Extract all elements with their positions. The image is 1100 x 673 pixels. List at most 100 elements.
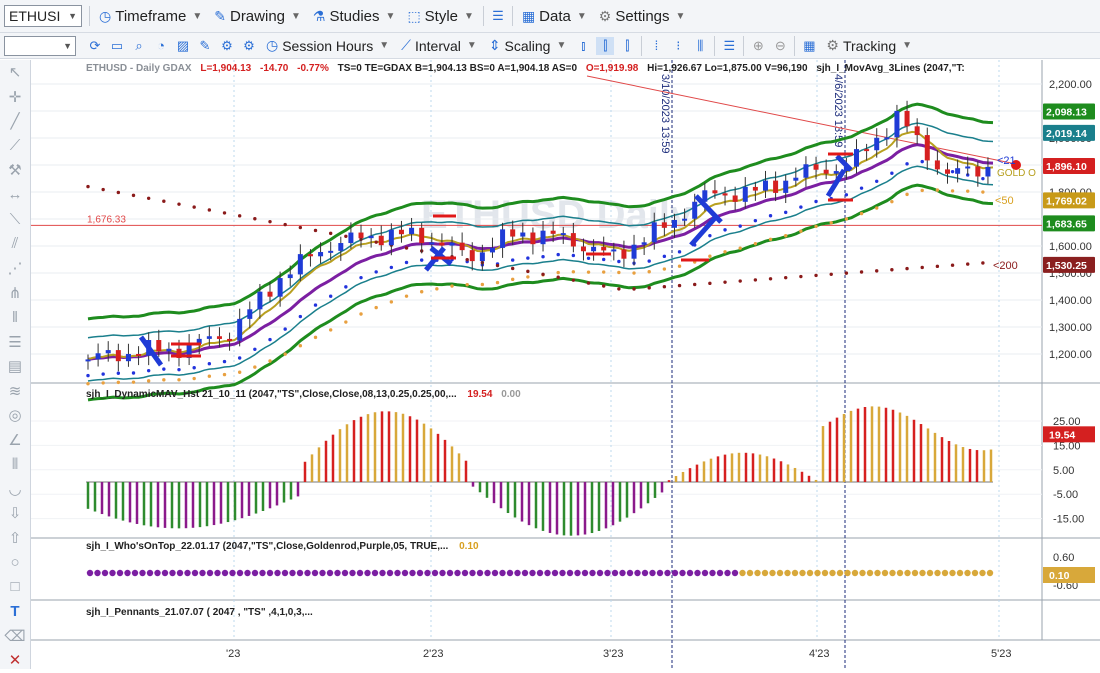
arrows-h-icon[interactable]: ↔ (7, 186, 23, 204)
candle-body (85, 359, 91, 362)
ma50-dot (404, 294, 409, 298)
interval-button[interactable]: ⟋ Interval ▼ (395, 34, 483, 58)
ma21-dot (859, 186, 864, 190)
channel-icon[interactable]: ⫽ (11, 235, 19, 253)
angle-icon[interactable]: ∠ (8, 431, 22, 449)
scaling-button[interactable]: ⇕ Scaling ▼ (483, 34, 573, 58)
studies-button[interactable]: ⚗ Studies ▼ (307, 4, 402, 28)
delete-icon[interactable]: ✕ (8, 652, 22, 670)
zoom-out-icon[interactable]: ⊖ (774, 37, 786, 53)
ma21-dot (374, 270, 378, 274)
vertical-lines-icon[interactable]: ‖ (11, 308, 19, 326)
ma200-dot (905, 266, 909, 271)
whos-on-top-dot (491, 569, 499, 577)
whos-on-top-dot (184, 569, 191, 577)
whos-on-top-dot (626, 569, 634, 577)
ma50-dot (662, 267, 667, 271)
ma50-dot (799, 229, 803, 233)
fan-icon[interactable]: ⋰ (7, 260, 23, 278)
window-icon[interactable]: ▭ (110, 37, 124, 53)
price-badge-label: 1,896.10 (1046, 161, 1087, 173)
pitchfork-icon[interactable]: ⋔ (8, 284, 22, 302)
crosshair-icon[interactable]: ✛ (8, 88, 22, 106)
pointer-icon[interactable]: ↖ (8, 64, 22, 82)
ma200-dot (268, 219, 272, 224)
ma21-dot (677, 250, 682, 254)
options-icon[interactable]: ⚙ (221, 37, 233, 53)
whos-on-top-dot (574, 569, 581, 577)
bars-icon[interactable]: ⫴ (11, 455, 19, 473)
ray-icon[interactable]: ⟋ (9, 137, 21, 155)
properties-icon[interactable]: ⚙ (243, 37, 255, 53)
arrow-down-icon[interactable]: ⇩ (8, 505, 22, 523)
rectangle-icon[interactable]: □ (10, 578, 20, 596)
candle-body (459, 242, 465, 251)
dots-chart-icon[interactable]: ⁞ (654, 38, 659, 53)
candle-body (601, 246, 607, 251)
eraser-icon[interactable]: ⌫ (4, 627, 26, 645)
session-hours-label: Session Hours (282, 37, 374, 54)
grid-icon[interactable]: ▦ (803, 37, 816, 53)
candle-body (429, 242, 435, 245)
tracking-button[interactable]: ⚙ Tracking ▼ (820, 34, 918, 58)
signal-markers-layer (138, 152, 853, 367)
trend-line[interactable] (586, 75, 1017, 165)
symbol-input[interactable]: ETHUSI ▼ (4, 5, 82, 27)
candle-body (641, 242, 647, 245)
candle-body (702, 190, 708, 202)
speed-lines-icon[interactable]: ≋ (8, 382, 22, 400)
zoom-search-icon[interactable]: ⌕ (135, 37, 143, 53)
data-button[interactable]: ▦ Data ▼ (516, 4, 593, 28)
ma50-dot (131, 380, 136, 384)
template-select[interactable]: ▼ (4, 35, 76, 56)
image-icon[interactable]: ▨ (176, 37, 190, 53)
edit-icon[interactable]: ✎ (199, 37, 211, 53)
timeframe-button[interactable]: ◷ Timeframe ▼ (93, 4, 208, 28)
zoom-in-icon[interactable]: ⊕ (752, 37, 764, 53)
trendline-icon[interactable]: ⟍ (9, 210, 21, 228)
fibonacci-icon[interactable]: ☰ (8, 333, 22, 351)
volume-chart-icon[interactable]: ⁝ (676, 37, 681, 53)
line-icon[interactable]: ╱ (10, 113, 20, 131)
gann-icon[interactable]: ▤ (7, 358, 23, 376)
bar-chart-icon[interactable]: ⫾ (581, 37, 586, 53)
ma50-dot (146, 379, 151, 383)
ma21-dot (510, 258, 515, 262)
tools-icon[interactable]: ⚒ (8, 162, 22, 180)
last-price-marker (1011, 160, 1021, 170)
ma50-dot (192, 376, 196, 381)
drawing-button[interactable]: ✎ Drawing ▼ (208, 4, 307, 28)
candle-body (206, 336, 212, 339)
session-hours-button[interactable]: ◷ Session Hours ▼ (260, 34, 395, 58)
ma50-dot (465, 282, 469, 287)
layout-icon[interactable]: ☰ (723, 37, 736, 53)
ma50-dot (116, 380, 121, 385)
refresh-icon[interactable]: ⟳ (89, 37, 101, 53)
candle-chart-icon[interactable]: ⫿ (596, 36, 615, 55)
ma200-dot (298, 225, 303, 230)
arc-icon[interactable]: ◡ (8, 480, 22, 498)
candle-body (651, 222, 657, 243)
chevron-down-icon: ▼ (192, 10, 203, 22)
text-tool-icon[interactable]: T (10, 602, 20, 620)
settings-button[interactable]: ⚙ Settings ▼ (593, 4, 692, 28)
price-badge-label: 1,530.25 (1046, 260, 1087, 272)
histogram-icon[interactable]: ⫼ (697, 37, 704, 53)
style-button[interactable]: ⬚ Style ▼ (401, 4, 480, 28)
candle-body (631, 244, 637, 259)
whos-on-top-dot (319, 569, 326, 577)
cycle-icon[interactable]: ◎ (8, 407, 22, 425)
whos-on-top-dot (476, 569, 484, 577)
price-axis: 2,200.002,100.002,000.001,900.001,800.00… (1043, 79, 1095, 361)
price-chart[interactable]: ETHUSD Daily 2,200.002,100.002,000.001,9… (31, 60, 1100, 669)
arrow-up-icon[interactable]: ⇧ (8, 529, 22, 547)
ellipse-icon[interactable]: ○ (10, 553, 20, 571)
whos-on-top-dot (364, 569, 371, 577)
gauge-icon[interactable]: ◔ (157, 38, 165, 53)
ma200-dot (556, 275, 560, 279)
layout-icon[interactable]: ☰ (492, 8, 504, 23)
hollow-candle-icon[interactable]: ⫿ (625, 37, 630, 53)
whos-on-top-dot (109, 569, 116, 577)
ma50-dot (677, 264, 682, 268)
price-badge (1043, 158, 1095, 175)
